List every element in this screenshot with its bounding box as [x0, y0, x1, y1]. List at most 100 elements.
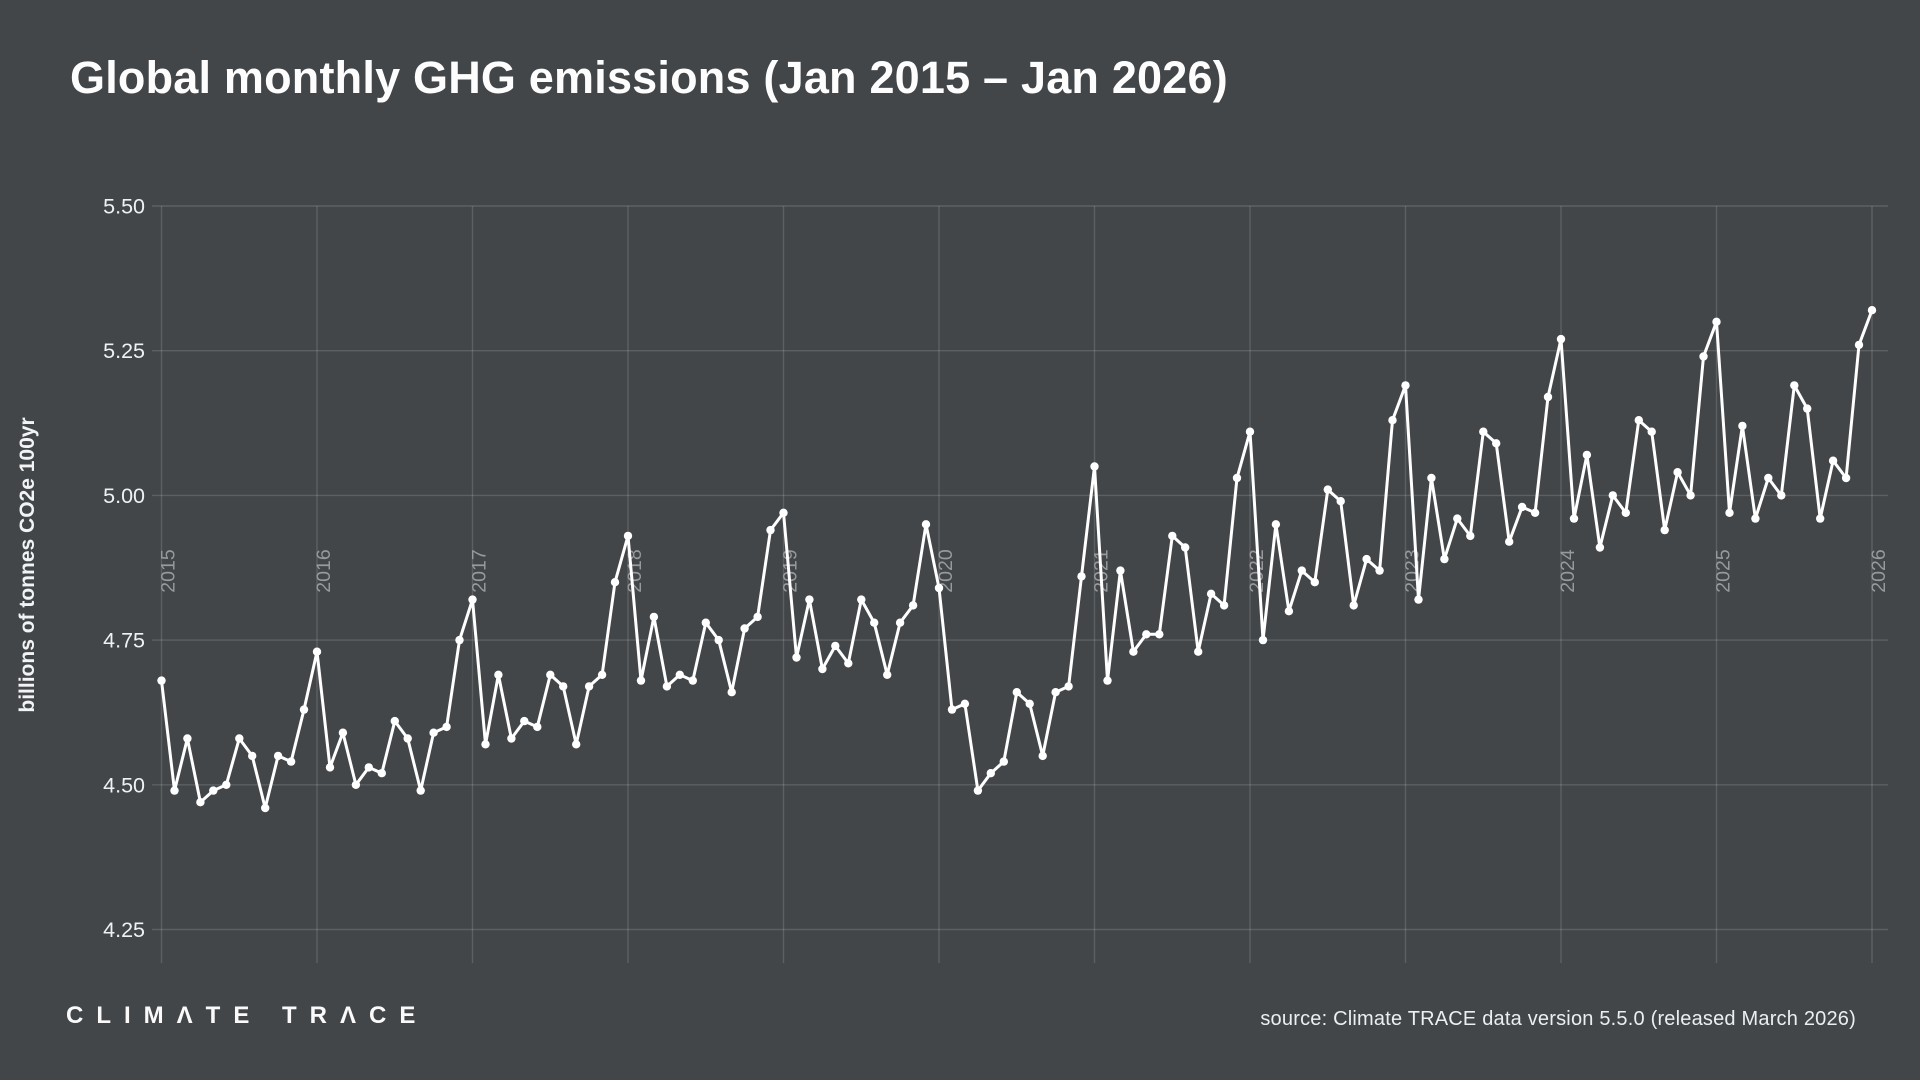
data-point — [1168, 531, 1177, 541]
x-tick-label: 2026 — [1868, 549, 1890, 592]
data-point — [610, 578, 620, 587]
source-attribution: source: Climate TRACE data version 5.5.0… — [1260, 1008, 1856, 1030]
data-point — [805, 595, 814, 604]
data-point — [157, 676, 166, 685]
data-point — [740, 624, 749, 633]
data-point — [973, 786, 983, 795]
data-point — [1517, 502, 1527, 512]
data-point — [209, 786, 218, 795]
chart-title: Global monthly GHG emissions (Jan 2015 –… — [70, 52, 1228, 103]
data-point — [584, 682, 594, 691]
data-point — [1634, 416, 1644, 425]
data-point — [429, 728, 438, 737]
y-tick-label: 4.50 — [103, 773, 145, 797]
data-point — [1777, 491, 1786, 500]
data-point — [1427, 473, 1436, 483]
data-point — [766, 525, 775, 535]
data-point — [1297, 566, 1307, 575]
x-tick-label: 2016 — [313, 549, 335, 592]
data-point — [273, 751, 283, 761]
data-point — [1479, 427, 1488, 436]
data-point — [934, 583, 944, 593]
data-point — [1271, 520, 1281, 529]
data-point — [870, 618, 879, 627]
data-point — [960, 699, 970, 708]
data-point — [520, 716, 529, 726]
data-point — [559, 682, 568, 691]
data-point — [1401, 381, 1410, 390]
x-tick-label: 2017 — [469, 549, 491, 592]
data-point — [883, 670, 892, 679]
data-point — [222, 780, 231, 789]
data-point — [1414, 595, 1423, 604]
data-point — [908, 601, 918, 610]
data-point — [947, 705, 957, 714]
data-point — [623, 531, 633, 541]
data-point — [1129, 647, 1138, 656]
data-point — [1038, 751, 1047, 761]
data-point — [1310, 578, 1320, 587]
x-tick-label: 2020 — [935, 549, 957, 593]
data-point — [1362, 554, 1371, 564]
data-point — [662, 682, 672, 691]
data-point — [170, 786, 179, 795]
y-tick-label: 4.25 — [103, 918, 145, 942]
data-point — [1608, 491, 1618, 500]
data-point — [494, 670, 503, 679]
data-point — [1194, 647, 1203, 656]
data-point — [1582, 450, 1592, 460]
data-point — [1595, 543, 1605, 552]
data-point — [533, 722, 542, 732]
data-point — [1673, 468, 1682, 477]
data-point — [649, 612, 659, 622]
data-point — [1751, 514, 1760, 523]
data-point — [636, 676, 646, 685]
data-point — [597, 670, 607, 679]
data-point — [1025, 699, 1034, 708]
data-point — [1816, 514, 1825, 523]
data-point — [753, 612, 762, 622]
y-tick-label: 5.00 — [103, 484, 145, 508]
data-point — [312, 647, 322, 656]
x-tick-label: 2018 — [624, 549, 646, 592]
data-point — [727, 688, 736, 697]
data-point — [183, 734, 192, 743]
data-point — [1375, 566, 1384, 575]
data-point — [1699, 352, 1708, 361]
data-point — [857, 595, 866, 604]
data-point — [1764, 473, 1773, 483]
data-point — [999, 757, 1008, 766]
data-point — [818, 664, 827, 674]
data-point — [1725, 508, 1734, 517]
data-point — [1492, 439, 1501, 448]
data-point — [1647, 427, 1656, 436]
data-point — [377, 769, 386, 778]
data-point — [1686, 491, 1695, 500]
data-point — [1077, 572, 1086, 581]
data-point — [442, 722, 451, 732]
data-point — [1323, 485, 1333, 494]
data-point — [196, 798, 205, 807]
y-tick-label: 4.75 — [103, 629, 145, 653]
data-point — [1660, 525, 1669, 535]
x-tick-label: 2024 — [1557, 549, 1579, 593]
x-tick-label: 2019 — [780, 549, 802, 592]
data-point — [1349, 601, 1358, 610]
data-point — [507, 734, 516, 743]
data-point — [481, 740, 490, 749]
data-point — [831, 641, 840, 651]
data-point — [1064, 682, 1073, 691]
data-point — [325, 763, 335, 772]
data-point — [1051, 688, 1060, 697]
data-point — [688, 676, 697, 685]
data-point — [1466, 531, 1475, 541]
data-point — [1712, 317, 1721, 326]
data-point — [546, 670, 555, 679]
data-point — [1219, 601, 1229, 610]
data-point — [1181, 543, 1190, 552]
climate-trace-logo: CLIMΛTE TRΛCE — [66, 1002, 429, 1029]
data-point — [572, 740, 581, 749]
data-point — [1621, 508, 1631, 517]
x-tick-label: 2022 — [1246, 549, 1268, 592]
